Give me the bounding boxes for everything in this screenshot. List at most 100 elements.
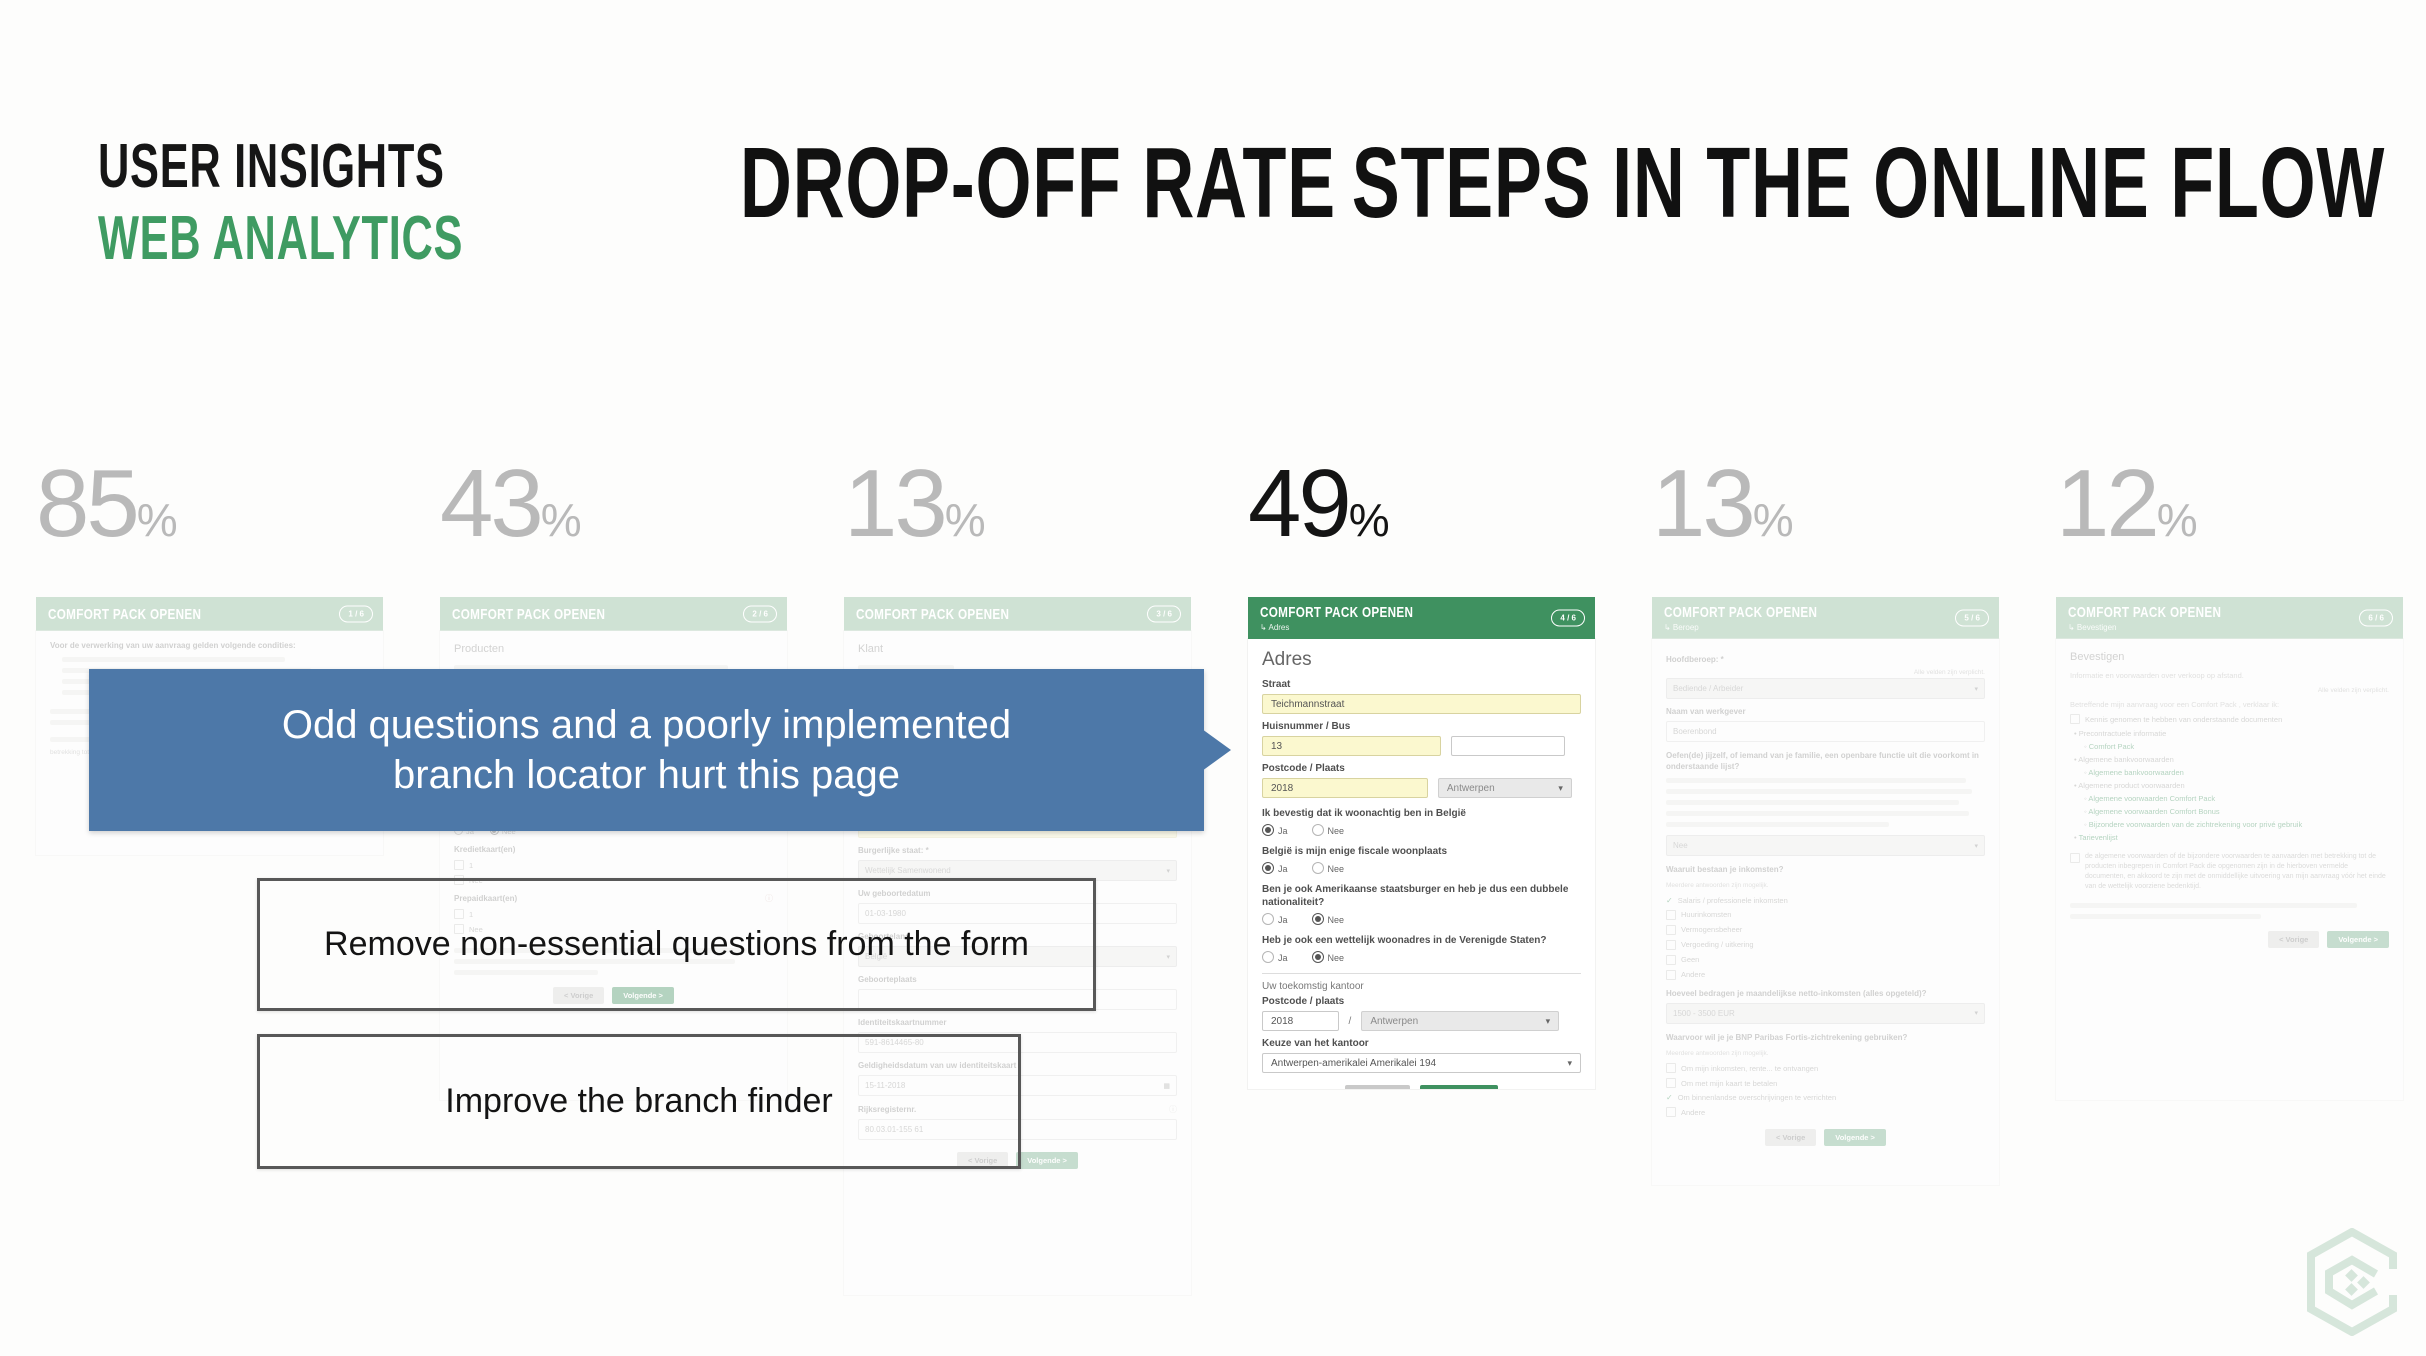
field-label: Keuze van het kantoor (1262, 1038, 1369, 1049)
confirm-title: Bevestigen (2070, 651, 2125, 663)
field-label: Geboorteplaats (858, 975, 917, 984)
checkbox-row: 1 (454, 909, 773, 920)
step-5-body: Hoofdberoep: * Alle velden zijn verplich… (1652, 639, 1999, 1185)
checkbox-row: Nee (454, 924, 773, 935)
doc-link: ◦ Comfort Pack (2084, 742, 2135, 751)
chevron-down-icon: ▾ (1974, 1010, 1978, 1018)
office-zip-input[interactable]: 2018 (1262, 1011, 1339, 1031)
checkbox-icon (454, 860, 464, 871)
radio-off-icon (1311, 862, 1324, 874)
radio-nee[interactable]: Nee (1311, 951, 1344, 963)
step-badge: 1 / 6 (339, 605, 373, 623)
radio-nee[interactable]: Nee (1311, 862, 1344, 874)
radio-off-icon (1262, 913, 1274, 925)
house-number-input[interactable]: 13 (1262, 736, 1441, 756)
checkbox-row: Kennis genomen te hebben van onderstaand… (2070, 714, 2389, 724)
step-6-header-subtitle: ↳ Bevestigen (2068, 623, 2117, 632)
action-box-2: Improve the branch finder (257, 1034, 1021, 1169)
checkbox-row: Om mijn inkomsten, rente... te ontvangen (1666, 1063, 1985, 1074)
doc-bullet: • Algemene bankvoorwaarden (2074, 755, 2174, 764)
checkbox-row: Huurinkomsten (1666, 909, 1985, 920)
percent-suffix: % (136, 494, 178, 546)
step-4-header-subtitle: ↳ Adres (1260, 623, 1290, 632)
chevron-down-icon: ▾ (1166, 953, 1170, 961)
back-button[interactable]: < Vorige (1344, 1085, 1410, 1089)
step-5-buttons: < Vorige Volgende > (1666, 1129, 1985, 1147)
step-5-header: COMFORT PACK OPENEN ↳ Beroep 5 / 6 (1652, 597, 1999, 639)
step-3-buttons: < Vorige Volgende > (858, 1152, 1177, 1169)
field-label: Postcode / Plaats (1262, 763, 1345, 774)
checkbox-icon (1666, 909, 1676, 920)
field-label: Postcode / plaats (1262, 996, 1345, 1007)
radio-ja[interactable]: Ja (1262, 913, 1288, 925)
company-logo (2302, 1227, 2402, 1337)
office-city-select[interactable]: Antwerpen ▾ (1361, 1011, 1560, 1031)
checkbox-row: Vergoeding / uitkering (1666, 939, 1985, 950)
redacted-text-line (858, 665, 954, 670)
chevron-down-icon: ▾ (1545, 1015, 1551, 1026)
check-icon: ✓ (1666, 895, 1673, 905)
field-row: Rijksregisternr. ⓘ (858, 1104, 1177, 1115)
question-label: Hoeveel bedragen je maandelijkse netto-i… (1666, 988, 1927, 998)
checkbox-row: Andere (1666, 1107, 1985, 1118)
checkbox-row: ✓ Om binnenlandse overschrijvingen te ver… (1666, 1093, 1837, 1103)
percent-suffix: % (540, 494, 582, 546)
field-label: Burgerlijke staat: * (858, 846, 929, 855)
confirm-intro: Betreffende mijn aanvraag voor een Comfo… (2070, 700, 2280, 709)
field-label: Naam van werkgever (1666, 707, 1746, 717)
redacted-text-line (454, 970, 598, 976)
checkbox-row: Andere (1666, 969, 1985, 980)
chevron-down-icon: ▾ (1558, 782, 1563, 793)
checkbox-icon (1666, 969, 1676, 980)
radio-nee[interactable]: Nee (1311, 824, 1344, 836)
kicker-line-2: WEB ANALYTICS (98, 204, 464, 273)
percent-suffix: % (1348, 494, 1390, 546)
street-input[interactable]: Teichmannstraat (1262, 694, 1581, 714)
amount-select: 1500 - 3500 EUR ▾ (1666, 1002, 1985, 1024)
product-label: Prepaidkaart(en) (454, 893, 518, 903)
percent-value: 43 (440, 450, 544, 557)
step-4-header: COMFORT PACK OPENEN ↳ Adres 4 / 6 (1248, 597, 1595, 639)
step-5-header-subtitle: ↳ Beroep (1664, 623, 1699, 632)
step-2-header: COMFORT PACK OPENEN 2 / 6 (440, 597, 787, 631)
question-label: Waarvoor wil je je BNP Paribas Fortis-zi… (1666, 1032, 1908, 1042)
zip-input[interactable]: 2018 (1262, 778, 1428, 798)
products-title: Producten (454, 643, 505, 655)
redacted-text-line (62, 657, 286, 663)
radio-ja[interactable]: Ja (1262, 824, 1288, 836)
next-button[interactable]: Volgende > (1419, 1085, 1499, 1089)
step-badge: 6 / 6 (2359, 609, 2393, 627)
radio-nee[interactable]: Nee (1311, 913, 1344, 925)
doc-link: ◦ Algemene bankvoorwaarden (2084, 768, 2184, 777)
field-label: Rijksregisternr. (858, 1104, 917, 1114)
action-box-1-text: Remove non-essential questions from the … (324, 924, 1029, 963)
screenshot-step-6: COMFORT PACK OPENEN ↳ Bevestigen 6 / 6 B… (2056, 597, 2403, 1100)
action-box-1: Remove non-essential questions from the … (257, 878, 1096, 1011)
box-input[interactable] (1450, 736, 1566, 756)
step-2-header-title: COMFORT PACK OPENEN (452, 606, 606, 623)
registry-input: 80.03.01-155 61 (858, 1119, 1177, 1140)
radio-ja[interactable]: Ja (1262, 951, 1288, 963)
step-column-2: 43% COMFORT PACK OPENEN 2 / 6 Producten … (440, 455, 787, 1295)
redacted-text-line (1666, 789, 1973, 795)
percent-value: 13 (844, 450, 948, 557)
dropoff-percent-3: 13% (844, 455, 1191, 556)
kicker: USER INSIGHTS WEB ANALYTICS (98, 136, 620, 270)
next-button: Volgende > (2327, 930, 2389, 948)
checkbox-icon (2070, 714, 2080, 724)
radio-ja[interactable]: Ja (1262, 862, 1288, 874)
office-choice-select[interactable]: Antwerpen-amerikalei Amerikalei 194 ▾ (1262, 1053, 1581, 1073)
checkbox-icon (2070, 853, 2080, 863)
field-label: Huisnummer / Bus (1262, 721, 1351, 732)
checkbox-row: Om met mijn kaart te betalen (1666, 1078, 1985, 1089)
city-select[interactable]: Antwerpen ▾ (1437, 778, 1572, 798)
question-label: Oefen(de) jijzelf, of iemand van je fami… (1666, 751, 1979, 771)
checkbox-icon (454, 924, 464, 935)
validity-input: 15-11-2018 ▦ (858, 1075, 1177, 1096)
hexagon-c-logo-icon (2307, 1227, 2397, 1337)
field-label: Hoofdberoep: * (1666, 655, 1724, 664)
doc-link: ◦ Bijzondere voorwaarden van de zichtrek… (2084, 820, 2303, 829)
back-button: < Vorige (1765, 1129, 1817, 1147)
birthdate-input: 01-03-1980 (858, 903, 1177, 924)
question-label: Ik bevestig dat ik woonachtig ben in Bel… (1262, 808, 1466, 819)
